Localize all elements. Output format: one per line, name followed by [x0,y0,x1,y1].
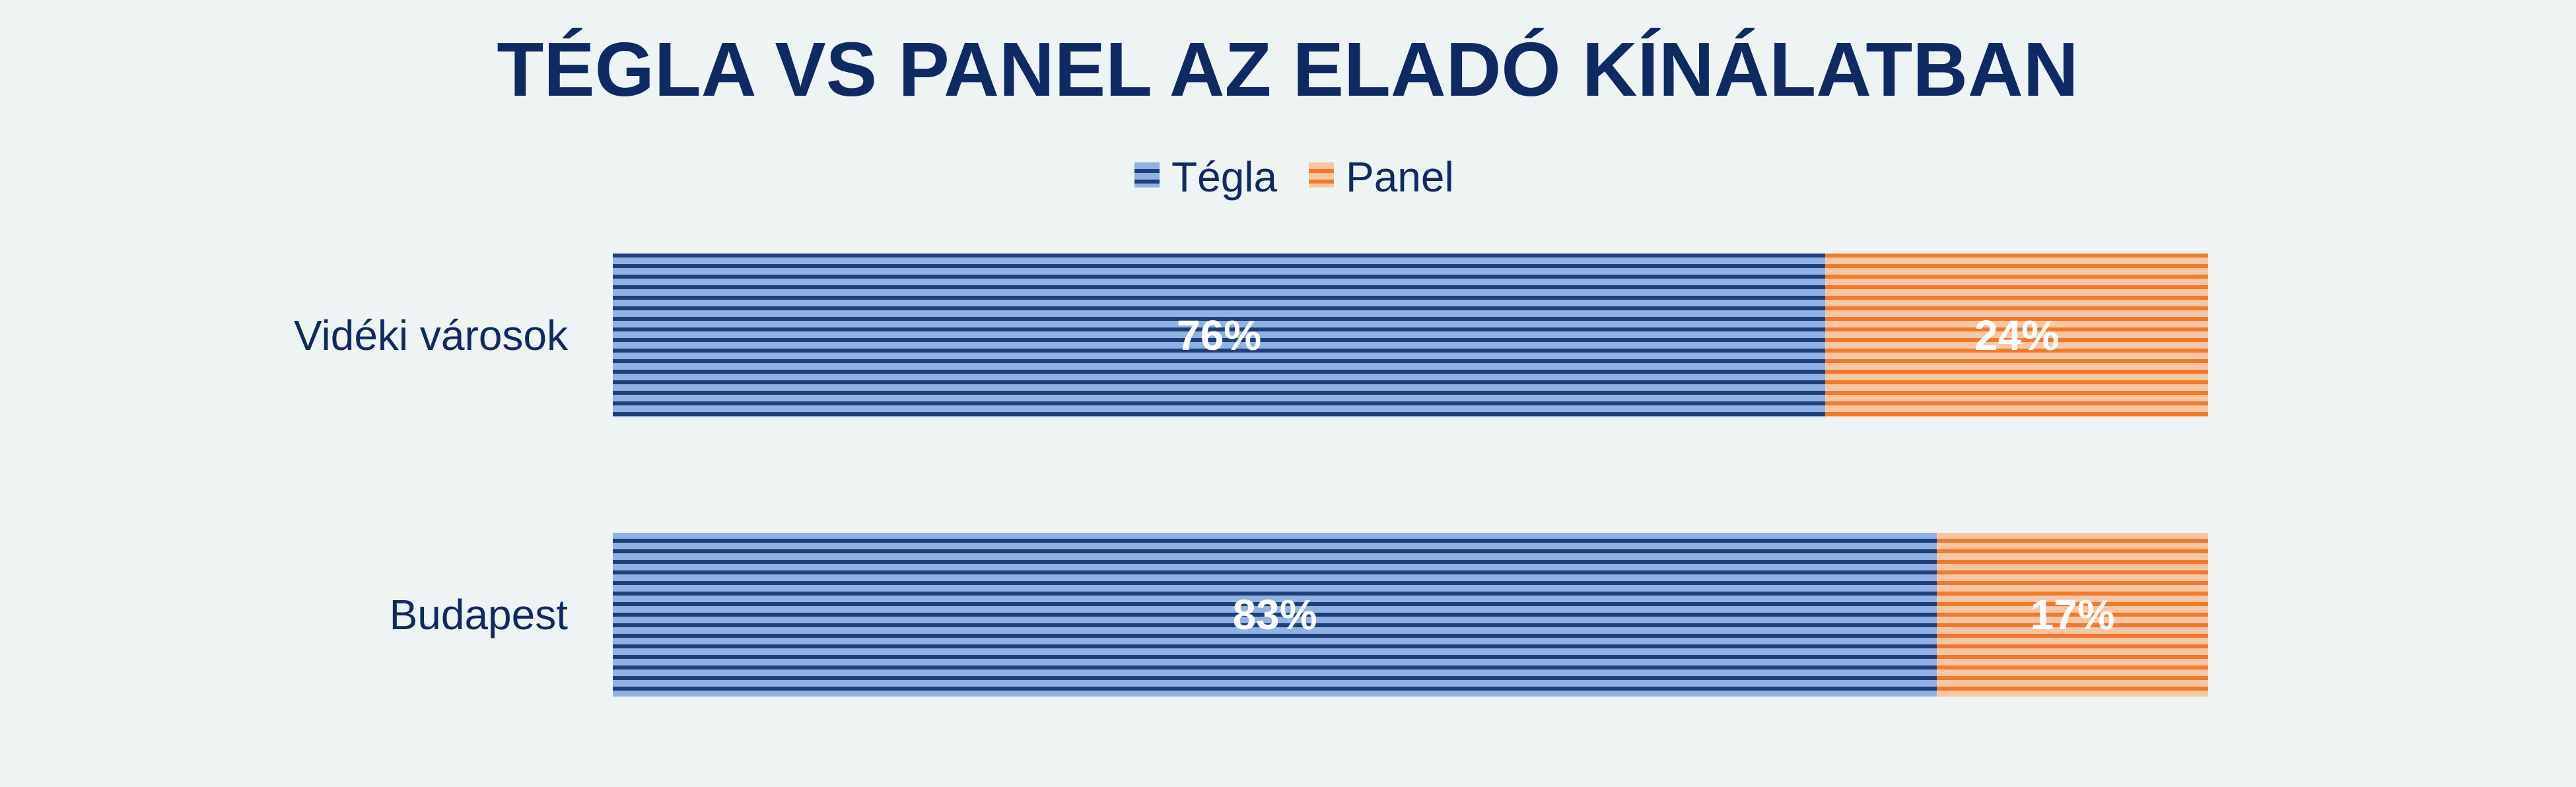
bar-panel-videki-varosok [1825,254,2208,417]
legend-swatch-tegla [1134,162,1160,188]
data-label-panel-videki-varosok: 24% [1974,312,2059,359]
legend: Tégla Panel [1134,153,1454,201]
data-label-panel-budapest: 17% [2031,591,2115,638]
chart-title: TÉGLA VS PANEL AZ ELADÓ KÍNÁLATBAN [497,26,2078,112]
bar-panel-budapest [1937,533,2208,697]
legend-swatch-panel [1309,162,1334,188]
category-label-budapest: Budapest [390,591,569,638]
bar-tegla-budapest [613,533,1937,697]
data-labels: 76% 24% 83% 17% [1177,312,2115,638]
bar-tegla-videki-varosok [613,254,1826,417]
category-labels: Vidéki városok Budapest [294,312,569,638]
legend-label-panel: Panel [1346,153,1454,201]
legend-label-tegla: Tégla [1171,153,1278,201]
category-label-videki-varosok: Vidéki városok [294,312,569,359]
data-label-tegla-videki-varosok: 76% [1177,312,1261,359]
data-label-tegla-budapest: 83% [1233,591,1317,638]
bars [613,254,2208,697]
